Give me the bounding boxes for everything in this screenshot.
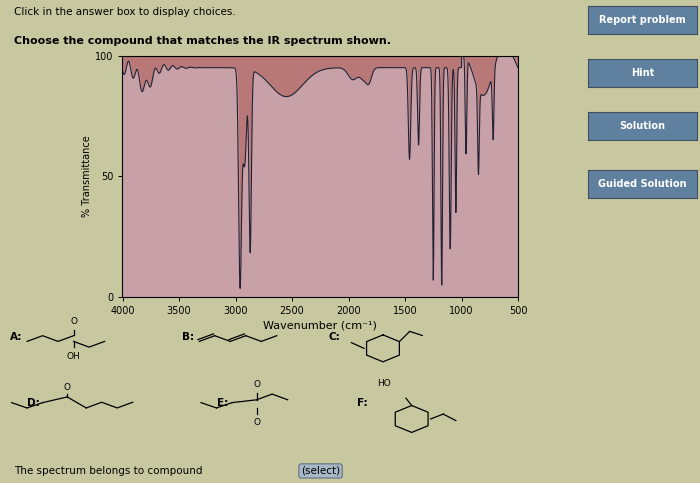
Text: The spectrum belongs to compound: The spectrum belongs to compound — [14, 466, 202, 476]
Text: F:: F: — [357, 398, 368, 408]
Text: OH: OH — [66, 353, 80, 361]
X-axis label: Wavenumber (cm⁻¹): Wavenumber (cm⁻¹) — [263, 320, 377, 330]
Text: D:: D: — [27, 398, 40, 408]
Text: B:: B: — [182, 332, 194, 342]
Text: Report problem: Report problem — [599, 15, 685, 25]
Text: C:: C: — [328, 332, 340, 342]
Text: HO: HO — [377, 379, 391, 387]
Text: E:: E: — [216, 398, 228, 408]
Y-axis label: % Transmittance: % Transmittance — [83, 135, 92, 217]
Text: Choose the compound that matches the IR spectrum shown.: Choose the compound that matches the IR … — [14, 36, 391, 46]
Text: O: O — [253, 380, 260, 389]
Text: O: O — [64, 383, 71, 392]
Text: O: O — [70, 317, 77, 327]
Text: (select): (select) — [301, 466, 340, 476]
Text: O: O — [253, 418, 260, 427]
Text: A:: A: — [10, 332, 22, 342]
Text: Solution: Solution — [620, 121, 665, 131]
Text: Hint: Hint — [631, 68, 654, 78]
Text: Click in the answer box to display choices.: Click in the answer box to display choic… — [14, 7, 236, 17]
Text: Guided Solution: Guided Solution — [598, 179, 687, 189]
